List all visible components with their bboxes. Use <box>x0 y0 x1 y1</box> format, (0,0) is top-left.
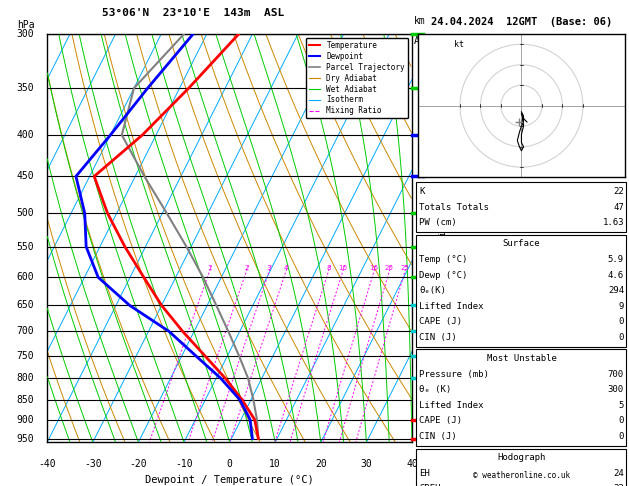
Text: 550: 550 <box>17 242 35 252</box>
Text: 1: 1 <box>207 265 212 271</box>
Text: EH: EH <box>419 469 430 478</box>
Text: 8: 8 <box>326 265 331 271</box>
Text: SREH: SREH <box>419 485 440 486</box>
Text: -40: -40 <box>38 459 56 469</box>
Text: CIN (J): CIN (J) <box>419 333 457 342</box>
Text: 300: 300 <box>17 29 35 39</box>
Text: Surface: Surface <box>503 240 540 248</box>
Text: 2: 2 <box>244 265 248 271</box>
Text: 350: 350 <box>17 83 35 93</box>
Text: Lifted Index: Lifted Index <box>419 401 484 410</box>
Text: 450: 450 <box>17 172 35 181</box>
Text: 16: 16 <box>369 265 379 271</box>
Text: PW (cm): PW (cm) <box>419 218 457 227</box>
Text: hPa: hPa <box>17 20 35 30</box>
Text: 500: 500 <box>17 208 35 218</box>
Text: 0: 0 <box>618 417 624 425</box>
Text: © weatheronline.co.uk: © weatheronline.co.uk <box>473 471 570 480</box>
Text: 5.9: 5.9 <box>608 255 624 264</box>
Text: 9: 9 <box>618 302 624 311</box>
Text: 650: 650 <box>17 300 35 311</box>
Text: 20: 20 <box>385 265 394 271</box>
Text: 53°06'N  23°10'E  143m  ASL: 53°06'N 23°10'E 143m ASL <box>102 8 284 17</box>
Text: 22: 22 <box>613 187 624 196</box>
Text: 4: 4 <box>284 265 288 271</box>
Text: 5: 5 <box>618 401 624 410</box>
Text: 40: 40 <box>406 459 418 469</box>
Text: LCL: LCL <box>418 434 435 444</box>
Text: ASL: ASL <box>414 36 431 46</box>
Text: 10: 10 <box>338 265 347 271</box>
Text: 5: 5 <box>418 235 423 245</box>
Text: 950: 950 <box>17 434 35 444</box>
Text: Most Unstable: Most Unstable <box>486 354 557 363</box>
Text: 294: 294 <box>608 286 624 295</box>
Text: 300: 300 <box>608 385 624 394</box>
Text: 900: 900 <box>17 415 35 425</box>
Text: 4: 4 <box>418 278 423 288</box>
Text: CAPE (J): CAPE (J) <box>419 317 462 326</box>
Text: 750: 750 <box>17 350 35 361</box>
Text: km: km <box>414 16 426 26</box>
Text: 0: 0 <box>618 333 624 342</box>
Text: kt: kt <box>454 40 464 49</box>
Text: 24: 24 <box>613 469 624 478</box>
Text: 600: 600 <box>17 272 35 282</box>
Text: 3: 3 <box>267 265 271 271</box>
Text: Hodograph: Hodograph <box>498 453 545 462</box>
Text: 4.6: 4.6 <box>608 271 624 279</box>
Text: 1.63: 1.63 <box>603 218 624 227</box>
Text: 47: 47 <box>613 203 624 211</box>
Text: θₑ(K): θₑ(K) <box>419 286 446 295</box>
Text: 10: 10 <box>269 459 281 469</box>
Text: Dewpoint / Temperature (°C): Dewpoint / Temperature (°C) <box>145 475 314 485</box>
Text: Totals Totals: Totals Totals <box>419 203 489 211</box>
Text: 20: 20 <box>315 459 326 469</box>
Text: -30: -30 <box>84 459 102 469</box>
Text: 800: 800 <box>17 373 35 383</box>
Text: 6: 6 <box>418 187 423 197</box>
Text: 3: 3 <box>418 316 423 326</box>
Text: 7: 7 <box>418 130 423 140</box>
Text: -20: -20 <box>130 459 147 469</box>
Text: Mixing Ratio (g/kg): Mixing Ratio (g/kg) <box>438 191 447 286</box>
Text: 700: 700 <box>17 327 35 336</box>
Text: 33: 33 <box>613 485 624 486</box>
Text: 0: 0 <box>226 459 233 469</box>
Text: -10: -10 <box>175 459 193 469</box>
Text: Dewp (°C): Dewp (°C) <box>419 271 467 279</box>
Text: Lifted Index: Lifted Index <box>419 302 484 311</box>
Legend: Temperature, Dewpoint, Parcel Trajectory, Dry Adiabat, Wet Adiabat, Isotherm, Mi: Temperature, Dewpoint, Parcel Trajectory… <box>306 38 408 119</box>
Text: 0: 0 <box>618 317 624 326</box>
Text: 1: 1 <box>418 407 423 417</box>
Text: θₑ (K): θₑ (K) <box>419 385 451 394</box>
Text: 400: 400 <box>17 130 35 140</box>
Text: 700: 700 <box>608 370 624 379</box>
Text: 25: 25 <box>401 265 409 271</box>
Text: CAPE (J): CAPE (J) <box>419 417 462 425</box>
Text: CIN (J): CIN (J) <box>419 432 457 441</box>
Text: 0: 0 <box>618 432 624 441</box>
Text: Temp (°C): Temp (°C) <box>419 255 467 264</box>
Text: 850: 850 <box>17 395 35 404</box>
Text: K: K <box>419 187 425 196</box>
Text: 2: 2 <box>418 364 423 374</box>
Text: 24.04.2024  12GMT  (Base: 06): 24.04.2024 12GMT (Base: 06) <box>431 17 612 27</box>
Text: 30: 30 <box>360 459 372 469</box>
Text: Pressure (mb): Pressure (mb) <box>419 370 489 379</box>
